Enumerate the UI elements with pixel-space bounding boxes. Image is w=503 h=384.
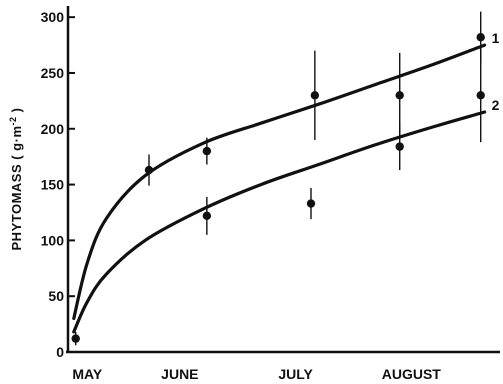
data-point-series-2 [396, 142, 404, 150]
data-point-series-1 [203, 147, 211, 155]
fitted-curves [74, 45, 485, 332]
data-point-series-2 [307, 199, 315, 207]
y-tick-label: 200 [41, 121, 65, 137]
data-point-series-2 [203, 212, 211, 220]
y-tick-label: 100 [41, 232, 65, 248]
curve-label-1: 1 [492, 30, 500, 46]
x-month-label: JULY [278, 366, 313, 382]
data-point-series-2 [477, 91, 485, 99]
y-tick-label: 50 [48, 288, 64, 304]
x-month-label: AUGUST [382, 366, 442, 382]
data-point-series-1 [72, 334, 80, 342]
data-point-series-1 [311, 91, 319, 99]
curve-label-2: 2 [492, 97, 500, 113]
y-tick-label: 300 [41, 9, 65, 25]
y-tick-label: 0 [56, 344, 64, 360]
data-point-series-1 [145, 166, 153, 174]
axes: 0 50 100 150 200 250 300 MAY JUNE JULY AUGUST PHYTO… [8, 6, 500, 382]
y-axis-label: PHYTOMASS ( g·m-2 ) [8, 108, 24, 251]
labels: 12 [492, 30, 500, 113]
x-month-label: MAY [72, 366, 102, 382]
y-axis-label-main: PHYTOMASS ( g·m [9, 125, 24, 250]
data-point-series-1 [477, 33, 485, 41]
curve-2 [74, 112, 485, 332]
y-axis-label-close: ) [9, 108, 24, 117]
data-point-series-1 [396, 91, 404, 99]
y-tick-label: 250 [41, 65, 65, 81]
y-axis-label-exponent: -2 [8, 116, 18, 125]
curve-1 [74, 45, 485, 318]
x-month-label: JUNE [161, 366, 198, 382]
y-tick-label: 150 [41, 177, 65, 193]
